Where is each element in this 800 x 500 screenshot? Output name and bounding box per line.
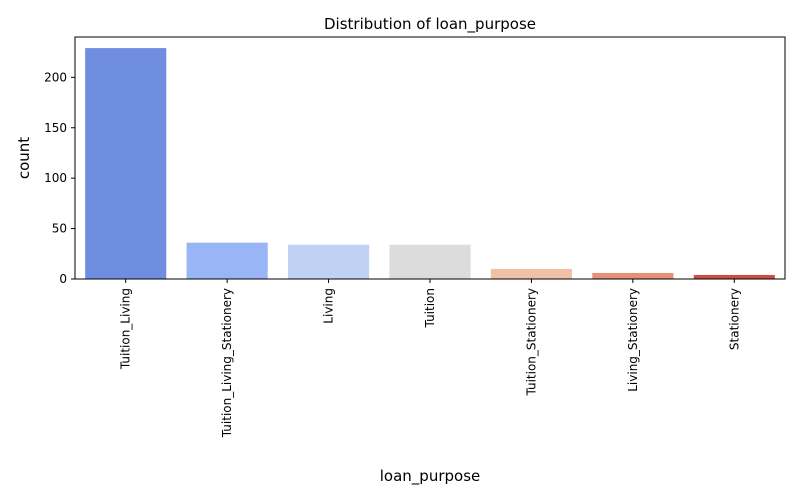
bar-living-stationery <box>592 272 674 279</box>
x-tick-label: Tuition_Stationery <box>524 288 538 397</box>
bars-group <box>85 48 775 279</box>
bar-tuition <box>389 244 471 279</box>
y-tick-label: 100 <box>44 171 67 185</box>
chart-title: Distribution of loan_purpose <box>324 15 536 34</box>
y-tick-label: 50 <box>52 222 67 236</box>
x-tick-label: Stationery <box>727 288 741 350</box>
bar-living <box>288 244 370 279</box>
bar-tuition-living <box>85 48 167 279</box>
x-tick-label: Living <box>322 288 336 324</box>
bar-tuition-stationery <box>490 268 572 279</box>
y-axis-label: count <box>15 137 33 179</box>
x-tick-label: Living_Stationery <box>626 288 640 392</box>
x-axis-label: loan_purpose <box>380 467 480 486</box>
bar-stationery <box>693 274 775 279</box>
x-axis: Tuition_Living Tuition_Living_Stationery L… <box>119 279 741 438</box>
bar-tuition-living-stationery <box>186 242 268 279</box>
y-axis: 0 50 100 150 200 <box>44 70 75 286</box>
x-tick-label: Tuition_Living_Stationery <box>220 288 234 438</box>
y-tick-label: 150 <box>44 121 67 135</box>
y-tick-label: 200 <box>44 70 67 84</box>
x-tick-label: Tuition <box>423 288 437 328</box>
x-tick-label: Tuition_Living <box>119 288 133 370</box>
y-tick-label: 0 <box>59 272 67 286</box>
